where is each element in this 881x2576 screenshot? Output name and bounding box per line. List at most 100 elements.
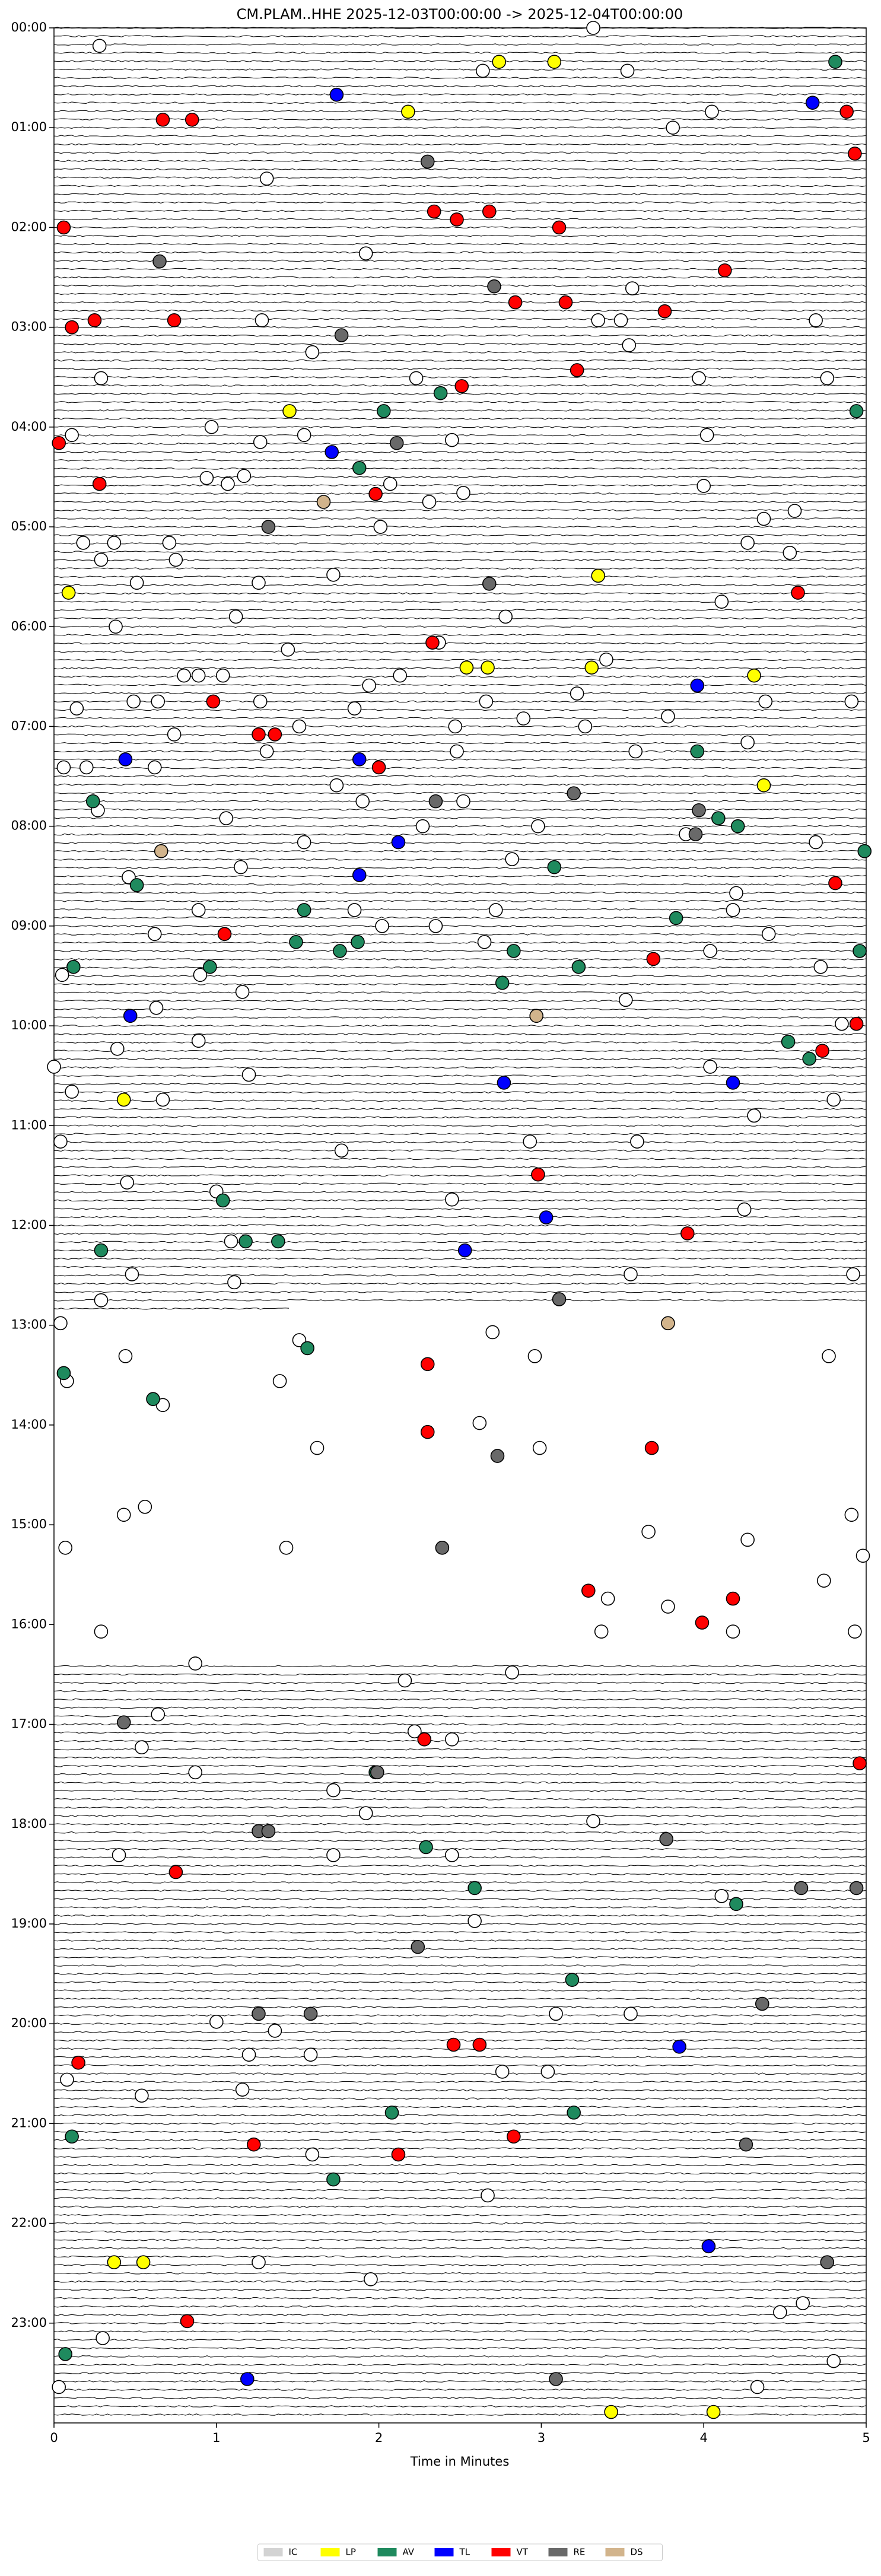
event-marker (401, 104, 415, 119)
event-marker (835, 1016, 849, 1031)
event-marker (657, 304, 672, 319)
event-marker (281, 643, 295, 657)
event-marker (96, 2331, 110, 2345)
event-marker (692, 371, 706, 386)
event-marker (326, 1848, 341, 1862)
y-tick-label: 17:00 (11, 1717, 47, 1731)
event-marker (329, 87, 344, 102)
x-tick-label: 0 (50, 2431, 58, 2445)
event-marker (747, 1108, 761, 1123)
event-marker (52, 435, 66, 450)
legend-label: AV (403, 2547, 415, 2558)
event-marker (828, 55, 842, 69)
event-marker (65, 2129, 79, 2144)
event-marker (282, 404, 297, 418)
event-marker (529, 1009, 543, 1023)
event-marker (531, 1167, 545, 1182)
event-marker (149, 1001, 164, 1015)
event-marker (773, 2305, 787, 2320)
event-marker (857, 844, 872, 858)
event-marker (726, 1624, 740, 1639)
event-marker (433, 386, 448, 400)
event-marker (498, 609, 513, 624)
y-tick-label: 10:00 (11, 1018, 47, 1032)
event-marker (695, 1615, 710, 1630)
event-marker (594, 1624, 609, 1639)
event-marker (428, 919, 443, 933)
event-marker (56, 220, 71, 235)
event-marker (326, 1783, 341, 1798)
event-marker (624, 1267, 638, 1281)
event-marker (58, 2347, 72, 2361)
event-marker (297, 428, 311, 443)
event-marker (227, 1275, 241, 1290)
event-marker (450, 744, 464, 759)
event-marker (586, 1814, 600, 1828)
event-marker (507, 944, 521, 958)
event-marker (855, 1548, 870, 1563)
event-marker (53, 1134, 68, 1149)
event-marker (228, 609, 243, 624)
event-marker (191, 1033, 206, 1048)
event-marker (107, 2255, 122, 2269)
event-marker (219, 811, 234, 826)
event-marker (604, 2405, 618, 2419)
event-marker (65, 320, 79, 335)
event-marker (129, 575, 144, 590)
event-marker (794, 1881, 809, 1896)
event-marker (61, 586, 76, 600)
event-marker (844, 694, 859, 709)
event-marker (756, 511, 771, 526)
legend-label: IC (289, 2547, 298, 2558)
event-marker (641, 1525, 656, 1539)
event-marker (364, 2272, 378, 2286)
event-marker (240, 2372, 255, 2386)
event-marker (69, 701, 84, 715)
event-marker (485, 1325, 500, 1340)
event-marker (151, 694, 166, 709)
y-tick-label: 18:00 (11, 1817, 47, 1831)
event-marker (123, 1009, 138, 1023)
event-marker (193, 968, 208, 982)
y-tick-label: 07:00 (11, 718, 47, 733)
event-marker (488, 903, 503, 917)
y-tick-label: 20:00 (11, 2016, 47, 2030)
event-marker (849, 404, 864, 418)
event-marker (726, 1076, 740, 1090)
event-marker (136, 2255, 151, 2269)
event-marker (252, 575, 266, 590)
event-marker (255, 313, 269, 327)
event-marker (417, 1732, 432, 1747)
event-marker (817, 1573, 831, 1588)
event-marker (822, 1349, 836, 1363)
event-marker (672, 2040, 686, 2054)
event-marker (297, 835, 311, 850)
event-marker (209, 2015, 224, 2029)
event-marker (203, 960, 217, 974)
x-tick-label: 2 (375, 2431, 383, 2445)
event-marker (820, 2255, 835, 2269)
event-marker (47, 1060, 61, 1074)
event-marker (419, 1840, 433, 1855)
event-marker (445, 1848, 459, 1862)
event-marker (826, 1092, 841, 1107)
event-marker (507, 2129, 521, 2144)
x-tick-label: 1 (212, 2431, 220, 2445)
event-marker (497, 1076, 511, 1090)
event-marker (457, 1243, 472, 1258)
event-marker (325, 445, 339, 459)
event-marker (252, 2255, 266, 2269)
event-marker (118, 1349, 133, 1363)
event-marker (55, 968, 69, 982)
event-marker (352, 752, 367, 767)
event-marker (85, 794, 100, 809)
event-marker (326, 567, 341, 582)
event-marker (549, 2006, 563, 2021)
event-marker (151, 1707, 166, 1722)
event-marker (699, 428, 714, 443)
event-marker (259, 744, 274, 759)
event-marker (191, 903, 206, 917)
event-marker (701, 2239, 716, 2254)
event-marker (188, 1765, 203, 1780)
